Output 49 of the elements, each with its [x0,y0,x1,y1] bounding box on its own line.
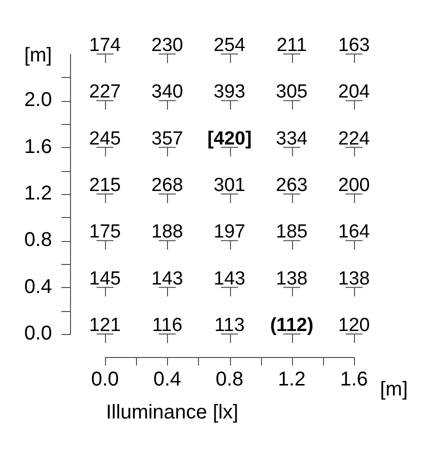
data-label: 120 [338,315,370,336]
x-tick-label: 1.6 [340,368,368,391]
data-label: 263 [276,175,308,196]
data-label: 145 [89,268,121,290]
data-label: 113 [214,315,245,336]
data-label: 227 [89,82,121,103]
data-label: 138 [276,268,308,290]
y-tick-label: 2.0 [24,89,52,112]
data-label: 121 [89,315,121,336]
data-label: 185 [276,222,308,243]
data-label: 163 [338,35,370,56]
data-label: 230 [151,35,184,56]
x-axis-title: [m] [380,378,408,401]
x-tick-label: 0.0 [91,368,119,391]
data-label: 143 [151,268,184,290]
data-label: 340 [151,82,184,103]
data-label: 138 [338,268,370,290]
data-label: 175 [89,222,121,243]
data-label: 393 [214,82,246,103]
data-label: 211 [276,35,307,56]
data-label: 204 [338,82,370,103]
data-label: (112) [270,315,314,336]
y-tick-label: 0.0 [24,322,52,345]
data-label: 254 [214,35,246,56]
data-label: 200 [338,175,370,196]
data-label: 305 [276,82,308,103]
data-label: 224 [338,128,370,150]
data-label: 188 [151,222,184,243]
data-label: 116 [152,315,182,336]
data-label: 334 [276,128,308,150]
data-label: 301 [214,175,246,196]
data-label: 174 [89,35,122,56]
data-label: 245 [89,128,121,150]
y-tick-label: 0.8 [24,229,52,252]
data-label: 215 [89,175,121,196]
y-tick-label: 1.6 [24,136,52,158]
text: Illuminance [lx] [106,402,238,424]
x-tick-label: 1.2 [278,368,306,391]
data-label: 143 [214,268,246,290]
y-axis-title: [m] [24,44,52,67]
data-label: 268 [151,175,184,196]
data-label: 197 [214,222,246,243]
data-label: 357 [151,128,184,150]
data-label: 164 [338,222,370,243]
y-tick-label: 1.2 [24,182,52,205]
x-tick-label: 0.4 [153,368,182,391]
y-tick-label: 0.4 [24,276,52,298]
x-tick-label: 0.8 [216,368,244,391]
data-label: [420] [207,128,252,150]
